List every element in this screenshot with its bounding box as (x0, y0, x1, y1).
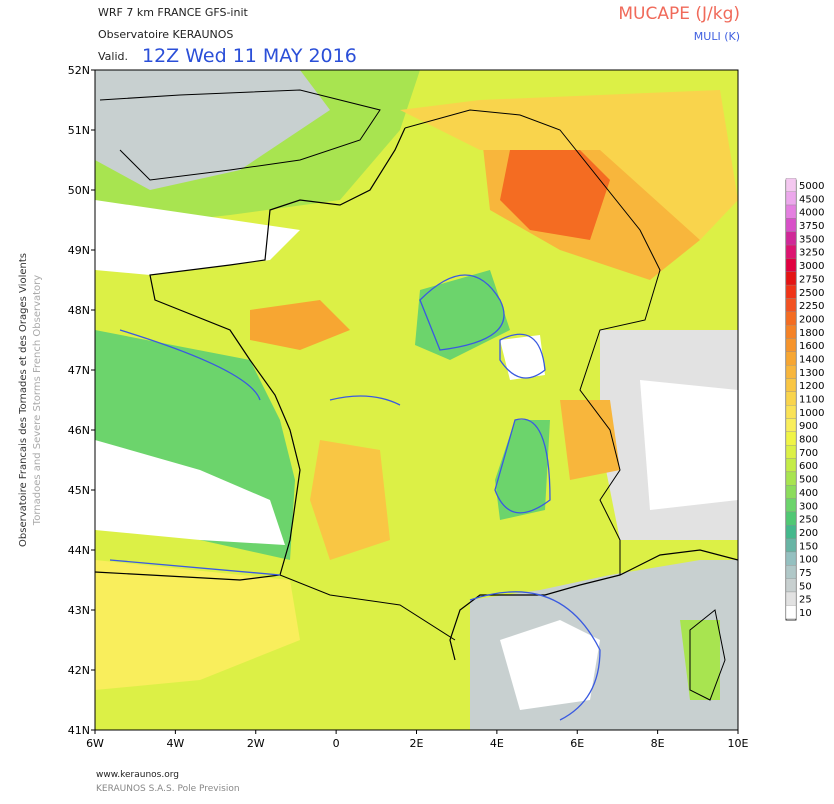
colorbar-swatch (785, 244, 797, 259)
colorbar-label: 500 (799, 475, 818, 486)
footer-url: www.keraunos.org (96, 770, 179, 780)
valid-time: 12Z Wed 11 MAY 2016 (142, 45, 357, 67)
colorbar-swatch (785, 538, 797, 553)
lat-label: 45N (68, 484, 90, 497)
colorbar-swatch (785, 591, 797, 606)
colorbar-label: 300 (799, 501, 818, 512)
colorbar-label: 1000 (799, 408, 824, 419)
colorbar-label: 25 (799, 595, 812, 606)
colorbar-swatch (785, 231, 797, 246)
colorbar-label: 1200 (799, 381, 824, 392)
contour-title: MULI (K) (694, 30, 740, 43)
model-title: WRF 7 km FRANCE GFS-init (98, 6, 249, 19)
colorbar-swatch (785, 578, 797, 593)
lat-label: 51N (68, 124, 90, 137)
colorbar-swatch (785, 458, 797, 473)
colorbar-swatch (785, 311, 797, 326)
colorbar-swatch (785, 338, 797, 352)
colorbar-swatch (785, 351, 797, 366)
lon-label: 8E (651, 737, 665, 750)
colorbar-swatch (785, 565, 797, 579)
colorbar-label: 900 (799, 421, 818, 432)
lon-label: 4E (490, 737, 504, 750)
colorbar-label: 2250 (799, 301, 824, 312)
colorbar-label: 1600 (799, 341, 824, 352)
lon-label: 2W (247, 737, 265, 750)
colorbar-label: 800 (799, 435, 818, 446)
colorbar-label: 2500 (799, 288, 824, 299)
lat-label: 47N (68, 364, 90, 377)
colorbar-swatch (785, 271, 797, 286)
lon-label: 0 (333, 737, 340, 750)
colorbar-swatch (785, 191, 797, 206)
colorbar-label: 3000 (799, 261, 824, 272)
map-field (94, 70, 739, 730)
colorbar-swatch (785, 324, 797, 339)
lat-label: 46N (68, 424, 90, 437)
colorbar-label: 50 (799, 581, 812, 592)
colorbar-swatch (785, 178, 797, 192)
lat-label: 44N (68, 544, 90, 557)
colorbar-swatch (785, 445, 797, 459)
colorbar-label: 100 (799, 555, 818, 566)
lon-label: 10E (728, 737, 749, 750)
lat-label: 41N (68, 724, 90, 737)
side-text-english: Tornadoes and Severe Storms French Obser… (32, 275, 43, 526)
colorbar-swatch (785, 378, 797, 392)
side-text-french: Observatoire Francais des Tornades et de… (18, 253, 29, 547)
colorbar-label: 1800 (799, 328, 824, 339)
colorbar-label: 3250 (799, 248, 824, 259)
colorbar-swatch (785, 391, 797, 406)
lon-label: 4W (166, 737, 184, 750)
colorbar-swatch (785, 364, 797, 379)
colorbar-swatch (785, 298, 797, 312)
colorbar-label: 1400 (799, 354, 824, 365)
colorbar-label: 3750 (799, 221, 824, 232)
colorbar-swatch (785, 258, 797, 272)
colorbar-swatch (785, 551, 797, 566)
colorbar-label: 1300 (799, 368, 824, 379)
colorbar-label: 2000 (799, 314, 824, 325)
colorbar-label: 4500 (799, 194, 824, 205)
colorbar-label: 200 (799, 528, 818, 539)
colorbar-label: 3500 (799, 234, 824, 245)
colorbar-swatch (785, 511, 797, 526)
colorbar-swatch (785, 525, 797, 539)
lat-label: 48N (68, 304, 90, 317)
colorbar-label: 1100 (799, 395, 824, 406)
lon-label: 6W (86, 737, 104, 750)
colorbar-label: 600 (799, 461, 818, 472)
colorbar-swatch (785, 204, 797, 219)
lat-label: 50N (68, 184, 90, 197)
colorbar-swatch (785, 498, 797, 513)
colorbar-label: 10 (799, 608, 812, 619)
colorbar-swatch (785, 218, 797, 232)
colorbar-label: 700 (799, 448, 818, 459)
footer-company: KERAUNOS S.A.S. Pole Prevision (96, 784, 240, 794)
colorbar-label: 75 (799, 568, 812, 579)
colorbar-label: 400 (799, 488, 818, 499)
colorbar-swatch (785, 471, 797, 486)
valid-label: Valid. (98, 50, 128, 63)
source-title: Observatoire KERAUNOS (98, 28, 233, 41)
colorbar-swatch (785, 405, 797, 419)
lat-label: 43N (68, 604, 90, 617)
field-title: MUCAPE (J/kg) (618, 4, 740, 24)
colorbar-label: 2750 (799, 274, 824, 285)
colorbar-swatch (785, 605, 797, 619)
colorbar-label: 150 (799, 541, 818, 552)
lon-label: 2E (410, 737, 424, 750)
colorbar-label: 250 (799, 515, 818, 526)
colorbar-swatch (785, 431, 797, 446)
colorbar-swatch (785, 284, 797, 299)
colorbar-swatch (785, 485, 797, 499)
lat-label: 42N (68, 664, 90, 677)
lat-label: 52N (68, 64, 90, 77)
colorbar-label: 5000 (799, 181, 824, 192)
colorbar-label: 4000 (799, 208, 824, 219)
lat-label: 49N (68, 244, 90, 257)
lon-label: 6E (570, 737, 584, 750)
colorbar-swatch (785, 418, 797, 433)
